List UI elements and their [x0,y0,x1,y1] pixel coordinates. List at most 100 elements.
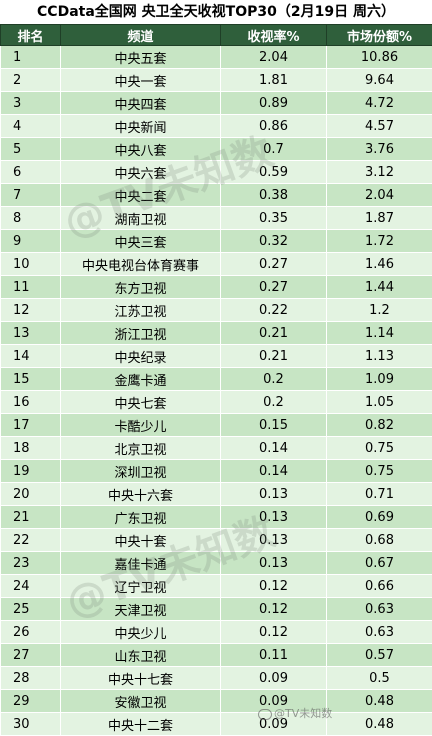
cell-share: 4.72 [327,92,432,115]
cell-share: 4.57 [327,115,432,138]
cell-share: 0.75 [327,437,432,460]
cell-rank: 3 [1,92,61,115]
cell-rank: 9 [1,230,61,253]
cell-rating: 0.13 [221,506,327,529]
cell-channel: 中央十七套 [61,667,221,690]
cell-rank: 10 [1,253,61,276]
cell-rating: 0.11 [221,644,327,667]
cell-rating: 0.2 [221,368,327,391]
cell-share: 0.66 [327,575,432,598]
cell-rank: 30 [1,713,61,736]
cell-rating: 0.7 [221,138,327,161]
cell-rank: 25 [1,598,61,621]
header-rank: 排名 [1,25,61,46]
cell-channel: 东方卫视 [61,276,221,299]
cell-rank: 12 [1,299,61,322]
cell-rating: 0.14 [221,437,327,460]
cell-share: 0.63 [327,621,432,644]
cell-rank: 1 [1,46,61,69]
cell-channel: 浙江卫视 [61,322,221,345]
cell-channel: 辽宁卫视 [61,575,221,598]
cell-rating: 0.22 [221,299,327,322]
cell-share: 1.05 [327,391,432,414]
cell-rating: 2.04 [221,46,327,69]
header-channel: 频道 [61,25,221,46]
cell-channel: 中央十六套 [61,483,221,506]
cell-channel: 中央二套 [61,184,221,207]
cell-share: 2.04 [327,184,432,207]
cell-share: 0.68 [327,529,432,552]
cell-rating: 0.12 [221,621,327,644]
cell-channel: 湖南卫视 [61,207,221,230]
cell-rating: 0.38 [221,184,327,207]
cell-share: 1.72 [327,230,432,253]
cell-share: 3.76 [327,138,432,161]
cell-rank: 4 [1,115,61,138]
cell-share: 0.48 [327,690,432,713]
cell-rank: 24 [1,575,61,598]
cell-channel: 安徽卫视 [61,690,221,713]
cell-rank: 2 [1,69,61,92]
cell-rating: 0.14 [221,460,327,483]
cell-share: 0.57 [327,644,432,667]
cell-channel: 嘉佳卡通 [61,552,221,575]
cell-channel: 中央八套 [61,138,221,161]
cell-share: 0.69 [327,506,432,529]
cell-channel: 中央十套 [61,529,221,552]
cell-rating: 0.59 [221,161,327,184]
cell-share: 1.13 [327,345,432,368]
header-rating: 收视率% [221,25,327,46]
cell-rank: 20 [1,483,61,506]
weibo-icon [258,709,272,720]
cell-channel: 中央新闻 [61,115,221,138]
header-row: 排名 频道 收视率% 市场份额% [1,25,432,46]
cell-rating: 0.27 [221,253,327,276]
cell-channel: 天津卫视 [61,598,221,621]
cell-share: 0.82 [327,414,432,437]
cell-rank: 22 [1,529,61,552]
cell-rank: 17 [1,414,61,437]
cell-share: 9.64 [327,69,432,92]
cell-share: 0.71 [327,483,432,506]
cell-rank: 15 [1,368,61,391]
cell-rank: 23 [1,552,61,575]
cell-rank: 29 [1,690,61,713]
page-title: CCData全国网 央卫全天收视TOP30（2月19日 周六） [0,0,432,24]
cell-rank: 18 [1,437,61,460]
cell-share: 10.86 [327,46,432,69]
cell-share: 1.46 [327,253,432,276]
cell-channel: 中央少儿 [61,621,221,644]
cell-share: 1.2 [327,299,432,322]
cell-share: 0.75 [327,460,432,483]
cell-rank: 26 [1,621,61,644]
cell-rank: 14 [1,345,61,368]
cell-rank: 16 [1,391,61,414]
cell-share: 1.87 [327,207,432,230]
cell-channel: 金鹰卡通 [61,368,221,391]
cell-channel: 江苏卫视 [61,299,221,322]
cell-channel: 中央纪录 [61,345,221,368]
